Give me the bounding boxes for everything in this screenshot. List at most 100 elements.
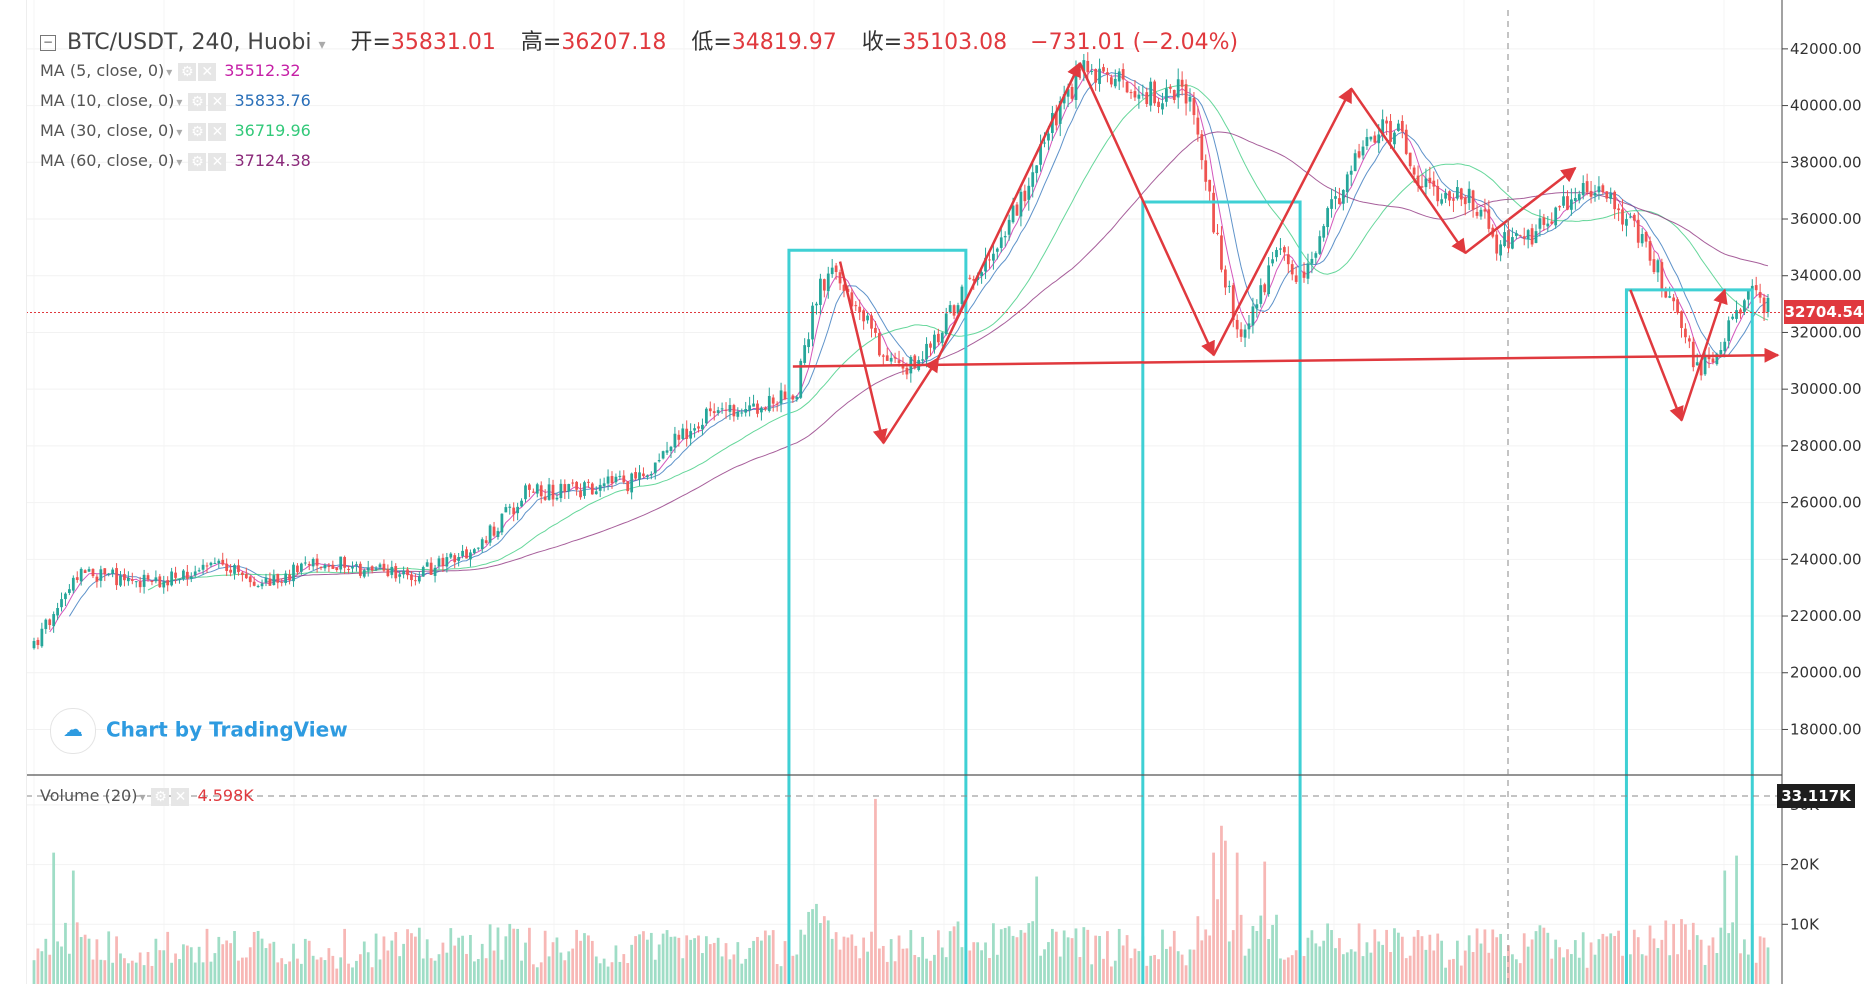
close-value: 35103.08: [902, 30, 1008, 55]
candle-body: [1224, 269, 1227, 288]
symbol-title[interactable]: BTC/USDT, 240, Huobi: [67, 30, 312, 55]
volume-bar: [571, 948, 575, 984]
volume-bar: [1153, 955, 1156, 984]
volume-bar: [421, 958, 425, 984]
volume-legend[interactable]: Volume (20) ▾ ⚙ ✕ 4.598K: [40, 786, 254, 806]
candle-body: [1196, 117, 1200, 135]
volume-bar: [1393, 928, 1396, 984]
candle-body: [1404, 129, 1408, 154]
collapse-icon[interactable]: −: [40, 35, 56, 51]
volume-bar: [1051, 928, 1054, 984]
pattern-arrow: [937, 61, 1082, 359]
volume-bar: [123, 958, 126, 984]
volume-bar: [889, 939, 893, 984]
volume-bar: [1691, 922, 1695, 984]
chevron-down-icon[interactable]: ▾: [176, 155, 183, 169]
candle-body: [1106, 72, 1109, 75]
volume-bar: [60, 946, 63, 984]
volume-bar: [1192, 949, 1196, 984]
chevron-down-icon[interactable]: ▾: [176, 95, 183, 109]
gear-icon[interactable]: ⚙: [188, 122, 207, 141]
candle-body: [638, 472, 641, 480]
volume-bar: [555, 937, 559, 984]
volume-bar: [453, 945, 457, 984]
volume-bar: [1365, 942, 1369, 984]
candle-body: [1074, 71, 1078, 100]
volume-bar: [445, 952, 449, 984]
chevron-down-icon[interactable]: ▾: [166, 65, 173, 79]
chevron-down-icon[interactable]: ▾: [139, 790, 146, 804]
volume-bar: [1054, 931, 1058, 984]
close-icon[interactable]: ✕: [198, 62, 217, 81]
ma-legend-5[interactable]: MA (5, close, 0) ▾ ⚙ ✕ 35512.32: [40, 61, 301, 81]
volume-bar: [1503, 956, 1506, 984]
candle-body: [1251, 306, 1255, 326]
tradingview-branding[interactable]: ☁ Chart by TradingView: [50, 708, 348, 754]
volume-bar: [1412, 936, 1416, 984]
volume-bar: [315, 959, 319, 984]
candle-body: [940, 332, 944, 343]
candle-body: [881, 355, 885, 357]
close-icon[interactable]: ✕: [171, 787, 190, 806]
volume-bar: [362, 941, 366, 984]
candle-body: [1243, 329, 1247, 338]
price-tick-label: 24000.00: [1790, 550, 1862, 568]
candle-body: [740, 412, 744, 414]
volume-bar: [1220, 825, 1223, 984]
volume-bar: [339, 957, 343, 984]
candle-body: [1577, 194, 1581, 201]
candle-body: [933, 334, 936, 350]
price-tick-label: 32000.00: [1790, 323, 1862, 341]
volume-bar: [760, 940, 763, 984]
candle-body: [1377, 134, 1381, 144]
price-axis: 18000.00 20000.00 22000.00 24000.00 26000.00…: [1782, 40, 1862, 738]
candle-body: [241, 572, 244, 576]
candle-body: [1282, 247, 1286, 253]
close-icon[interactable]: ✕: [208, 152, 227, 171]
candle-body: [252, 581, 256, 586]
candle-body: [1184, 84, 1188, 104]
volume-bar: [1157, 959, 1160, 984]
volume-bar: [622, 954, 626, 984]
ma-legend-60[interactable]: MA (60, close, 0) ▾ ⚙ ✕ 37124.38: [40, 151, 311, 171]
candle-body: [862, 310, 866, 322]
candle-body: [99, 569, 103, 581]
open-value: 35831.01: [390, 30, 496, 55]
candle-body: [229, 569, 232, 573]
high-label: 高=: [520, 30, 562, 55]
volume-bar: [1514, 959, 1518, 984]
volume-bar: [543, 930, 547, 984]
close-icon[interactable]: ✕: [208, 122, 227, 141]
chevron-down-icon[interactable]: ▾: [318, 37, 326, 53]
volume-bar: [1357, 923, 1361, 984]
left-toolbar[interactable]: [0, 0, 27, 984]
candle-body: [1715, 353, 1719, 365]
volume-bars: [32, 798, 1770, 984]
volume-bar: [528, 927, 531, 984]
close-icon[interactable]: ✕: [208, 92, 227, 111]
candle-body: [960, 286, 964, 305]
gear-icon[interactable]: ⚙: [188, 152, 207, 171]
volume-bar: [99, 959, 103, 984]
ma-line: [265, 131, 1769, 583]
volume-bar: [885, 961, 889, 984]
gear-icon[interactable]: ⚙: [178, 62, 197, 81]
volume-bar: [579, 940, 582, 984]
gear-icon[interactable]: ⚙: [188, 92, 207, 111]
volume-bar: [1746, 954, 1750, 984]
volume-bar: [1239, 914, 1243, 984]
chevron-down-icon[interactable]: ▾: [176, 125, 183, 139]
candle-body: [138, 581, 142, 588]
volume-bar: [1617, 930, 1620, 984]
price-tick-label: 28000.00: [1790, 437, 1862, 455]
volume-bar: [1585, 967, 1589, 984]
volume-bar: [288, 961, 291, 984]
ma-legend-30[interactable]: MA (30, close, 0) ▾ ⚙ ✕ 36719.96: [40, 121, 311, 141]
volume-bar: [1043, 949, 1046, 984]
candle-body: [1562, 196, 1565, 206]
volume-bar: [1699, 939, 1703, 984]
gear-icon[interactable]: ⚙: [151, 787, 170, 806]
ma-legend-10[interactable]: MA (10, close, 0) ▾ ⚙ ✕ 35833.76: [40, 91, 311, 111]
candle-body: [1750, 285, 1754, 291]
